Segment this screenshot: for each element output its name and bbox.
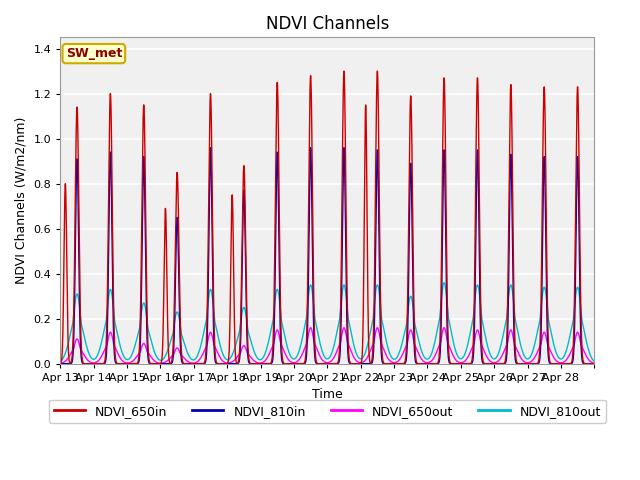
Line: NDVI_650in: NDVI_650in	[60, 71, 595, 364]
NDVI_650in	[250, 361, 257, 367]
Y-axis label: NDVI Channels (W/m2/nm): NDVI Channels (W/m2/nm)	[15, 117, 28, 284]
NDVI_810in	[396, 361, 403, 367]
Legend: NDVI_650in, NDVI_810in, NDVI_650out, NDVI_810out: NDVI_650in, NDVI_810in, NDVI_650out, NDV…	[49, 400, 606, 423]
Text: SW_met: SW_met	[66, 47, 122, 60]
NDVI_650out	[250, 358, 257, 363]
NDVI_810in	[452, 361, 460, 367]
NDVI_810out	[440, 280, 448, 286]
NDVI_810in	[250, 361, 257, 367]
NDVI_650out	[372, 327, 380, 333]
NDVI_650out	[440, 325, 448, 331]
NDVI_810in	[83, 361, 91, 367]
NDVI_650out	[83, 357, 91, 362]
NDVI_650out	[396, 357, 403, 362]
NDVI_650in	[56, 360, 64, 366]
NDVI_810in	[207, 145, 214, 151]
NDVI_810out	[591, 359, 598, 364]
NDVI_810in	[56, 361, 64, 367]
NDVI_650in	[372, 116, 380, 122]
NDVI_810out	[481, 330, 488, 336]
NDVI_650in	[591, 361, 598, 367]
NDVI_650in	[452, 361, 460, 367]
Line: NDVI_810in: NDVI_810in	[60, 148, 595, 364]
NDVI_810in	[591, 361, 598, 367]
NDVI_810out	[250, 347, 257, 353]
Line: NDVI_650out: NDVI_650out	[60, 328, 595, 363]
NDVI_650out	[56, 360, 64, 366]
NDVI_810out	[452, 349, 460, 355]
NDVI_650in	[374, 68, 381, 74]
NDVI_650in	[83, 361, 91, 367]
X-axis label: Time: Time	[312, 388, 342, 401]
NDVI_650out	[481, 349, 488, 355]
NDVI_810out	[396, 349, 403, 355]
NDVI_810in	[481, 361, 488, 367]
NDVI_650in	[481, 361, 488, 367]
Line: NDVI_810out: NDVI_810out	[60, 283, 595, 361]
NDVI_810out	[372, 285, 380, 291]
NDVI_810in	[372, 187, 380, 192]
NDVI_650out	[452, 358, 460, 363]
Title: NDVI Channels: NDVI Channels	[266, 15, 389, 33]
NDVI_810out	[83, 345, 91, 351]
NDVI_810out	[56, 359, 64, 364]
NDVI_650in	[396, 361, 403, 367]
NDVI_650out	[591, 360, 598, 366]
